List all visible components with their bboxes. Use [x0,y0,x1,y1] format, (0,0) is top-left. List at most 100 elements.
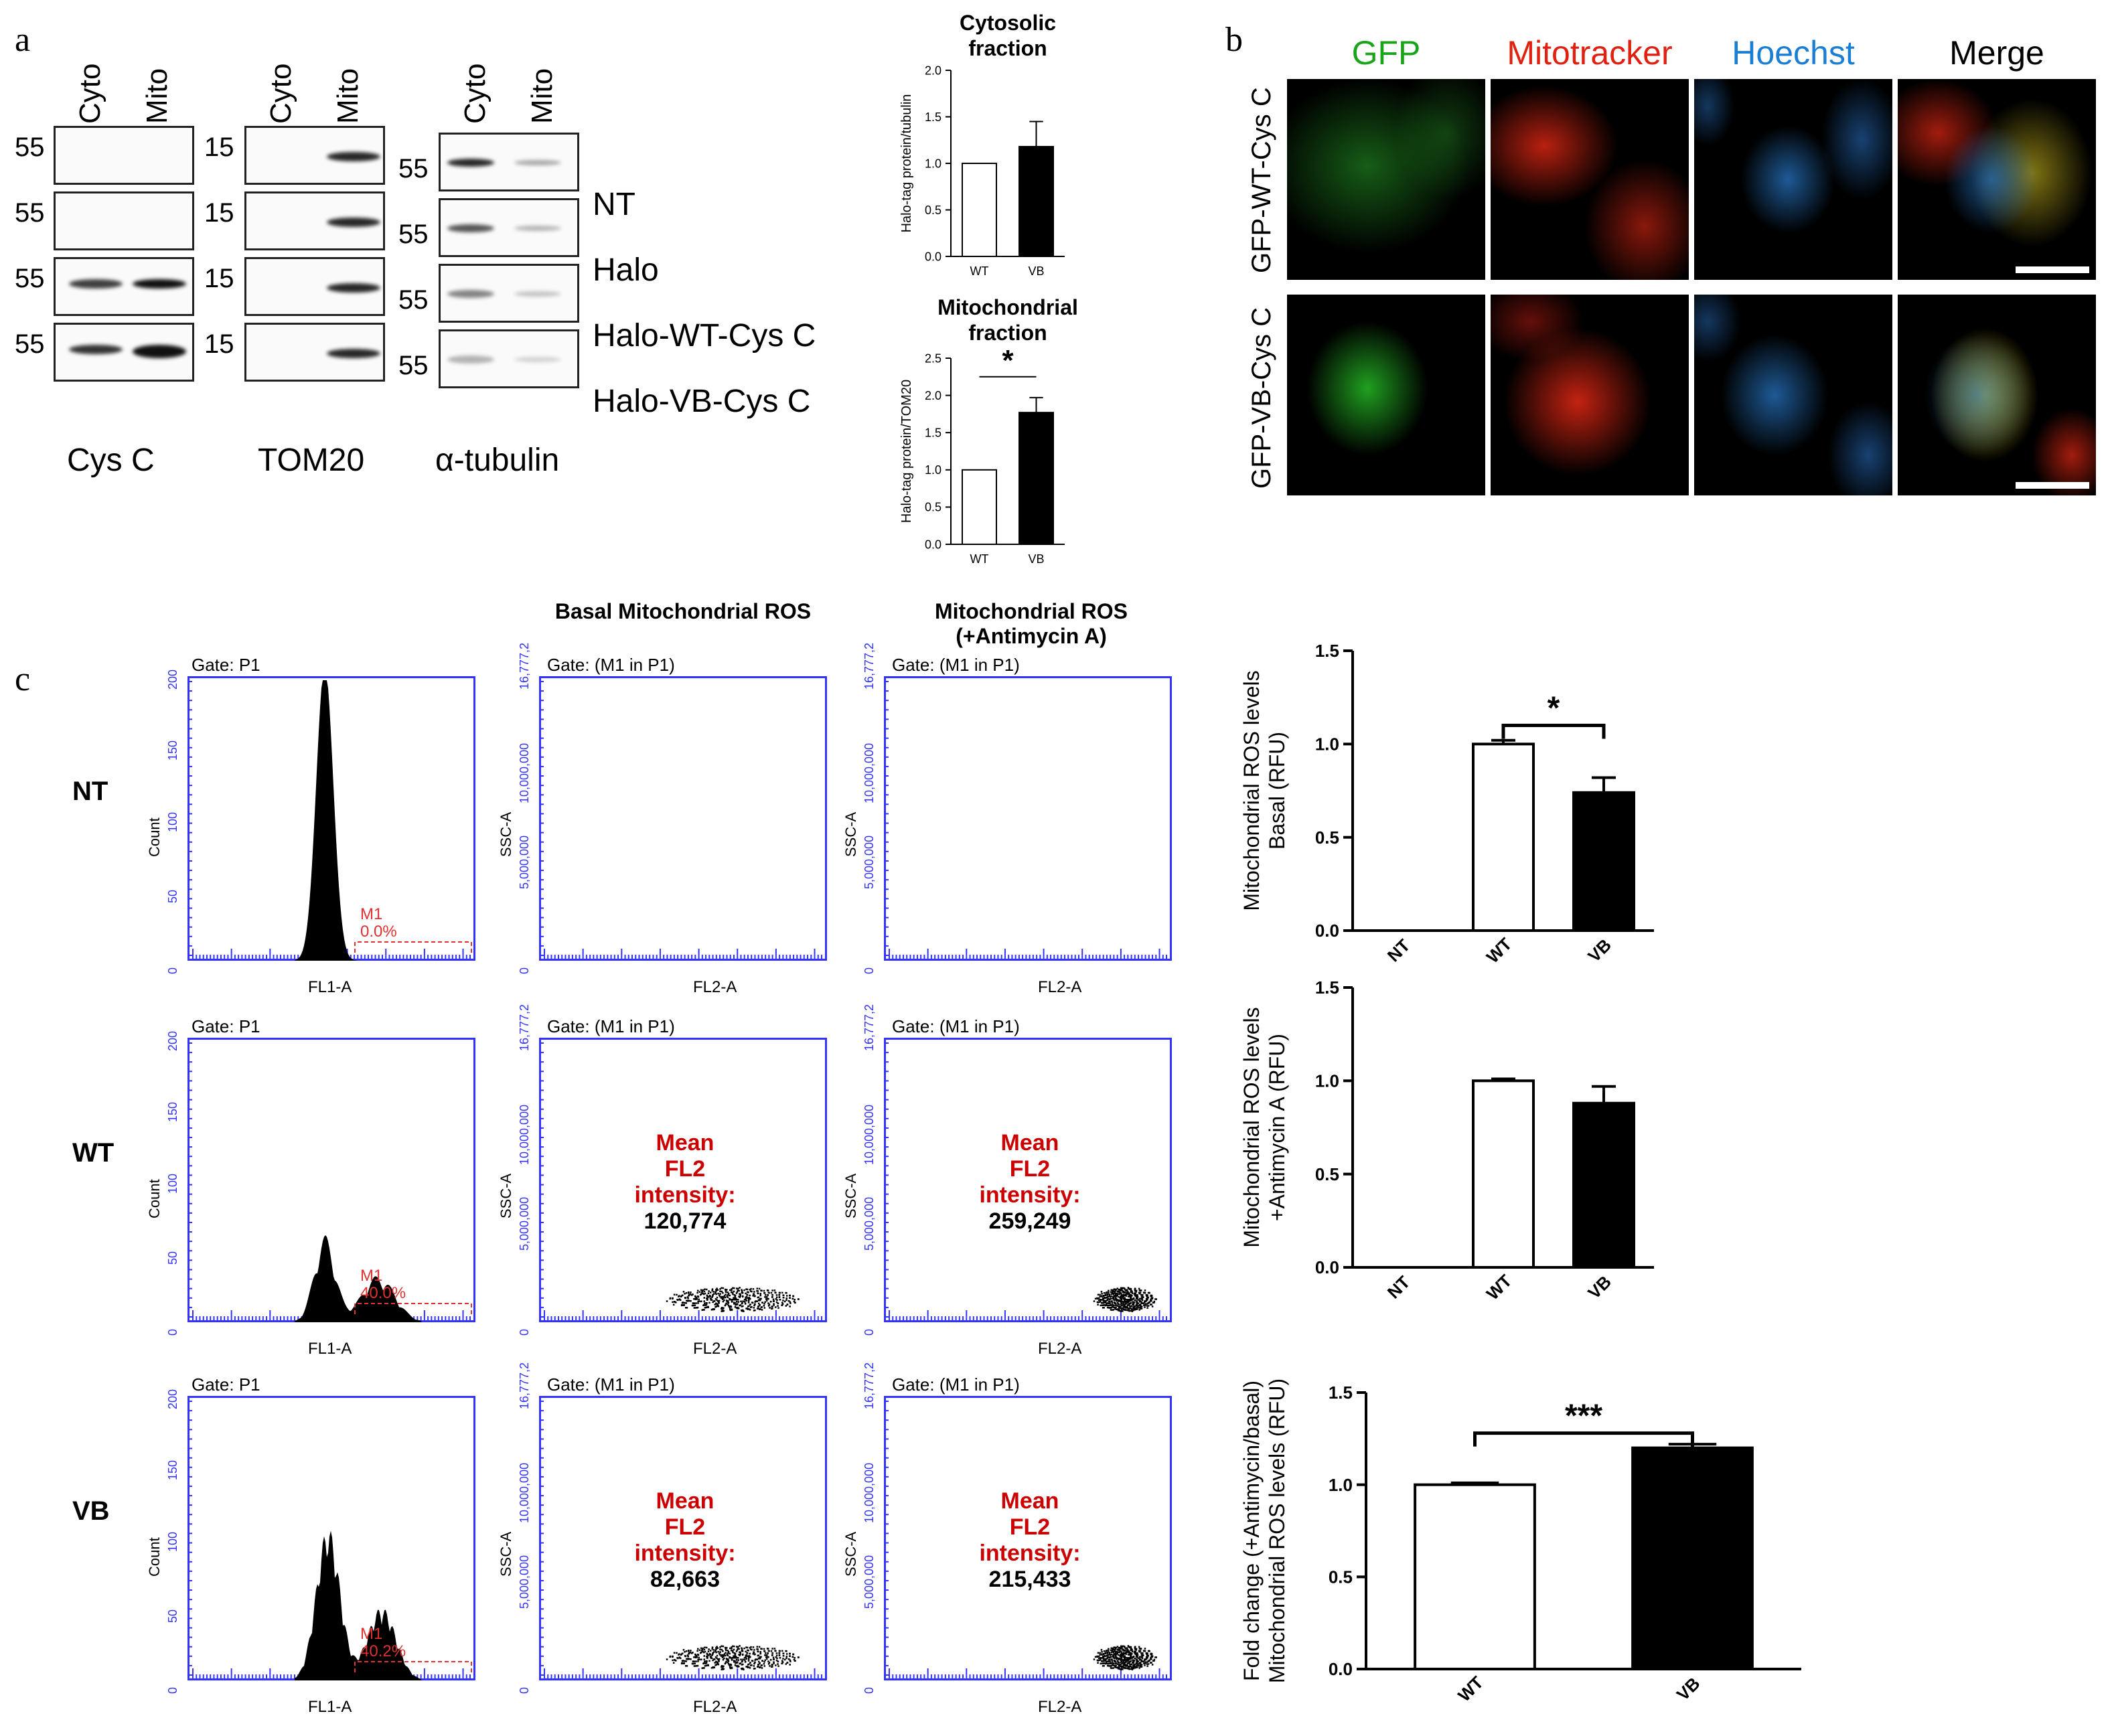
scatter-point [1152,1660,1154,1662]
scatter-point [741,1667,744,1670]
scatter-point [1149,1304,1152,1306]
scatter-point [696,1665,698,1667]
scatter-point [739,1654,741,1656]
scatter-point [1120,1292,1122,1295]
scatter-point [697,1300,699,1303]
scatter-point [767,1297,769,1300]
scatter-point [696,1307,698,1309]
scatter-point [1102,1660,1105,1662]
scatter-point [1121,1662,1123,1665]
scatter-point [1099,1295,1101,1297]
scatter-point [693,1298,695,1300]
scatter-point [1129,1293,1131,1295]
scatter-point [1124,1647,1127,1650]
scatter-point [698,1291,701,1293]
scatter-point [1125,1653,1128,1655]
scatter-point [745,1296,747,1298]
scatter-point [675,1301,677,1304]
scatter-point [726,1301,729,1303]
scatter-point [1113,1288,1116,1290]
scatter-point [734,1295,737,1297]
scatter-point [759,1651,762,1653]
scatter-point [1121,1288,1123,1290]
scatter-point [714,1649,716,1651]
scatter-point [1114,1299,1116,1301]
scatter-point [1136,1307,1138,1309]
scatter-point [1100,1649,1103,1651]
scatter-point [734,1654,737,1656]
scatter-point [782,1297,785,1299]
mean-label-line: FL2 [1009,1156,1051,1182]
scatter-point [1131,1310,1134,1312]
scatter-point [1142,1654,1144,1656]
scatter-point [1131,1290,1133,1293]
scatter-point [775,1306,777,1308]
scatter-point [1136,1296,1139,1298]
scatter-point [1113,1659,1116,1662]
scatter-point [721,1645,723,1648]
scatter-point [1128,1652,1130,1654]
scatter-point [726,1295,729,1297]
scatter-point [1126,1293,1128,1295]
scatter-point [758,1287,761,1290]
scatter-point [741,1654,744,1656]
y-axis-label: Fold change (+Antimycin/basal) [1239,1380,1264,1681]
y-tick-label: 150 [166,1102,179,1123]
scatter-point [729,1297,731,1300]
scatter-point [704,1665,706,1667]
scatter-point [681,1652,684,1655]
scatter-point [1134,1667,1136,1669]
scatter-point [1146,1663,1148,1665]
scatter-point [693,1307,696,1309]
scatter-point [1134,1648,1136,1650]
scatter-point [772,1298,775,1301]
scatter-point [731,1666,733,1668]
scatter-point [1102,1658,1104,1660]
scatter-point [1100,1304,1102,1307]
x-tick-label: VB [1028,552,1044,566]
scatter-point [693,1302,696,1304]
scatter-point [723,1657,725,1660]
scatter-point [666,1300,668,1302]
y-tick-label: 0 [166,967,179,974]
scatter-plot [884,676,1172,961]
scatter-point [1126,1650,1128,1652]
scatter-point [1127,1666,1129,1668]
scatter-point [1102,1300,1104,1302]
scatter-point [1150,1653,1153,1656]
scatter-point [685,1658,688,1660]
y-tick-label: 0.0 [925,250,941,263]
scatter-point [727,1294,729,1296]
scatter-point [704,1304,707,1306]
scatter-point [694,1307,696,1309]
scatter-point [789,1652,791,1655]
scatter-point [1113,1295,1116,1297]
y-tick-label: 16,777,2 [518,1362,531,1409]
scatter-point [792,1653,795,1656]
scatter-point [733,1652,736,1654]
scatter-point [1128,1304,1130,1306]
scatter-point [1128,1654,1130,1656]
scatter-point [1100,1301,1102,1303]
scatter-point [1109,1302,1112,1304]
blot-lane-box [54,323,194,382]
scatter-point [710,1657,713,1659]
scatter-point [719,1648,721,1651]
y-tick-label: 2.0 [925,64,941,77]
scatter-point [736,1646,738,1648]
scatter-point [735,1302,737,1304]
scatter-point [1131,1656,1134,1658]
scatter-point [1118,1300,1120,1302]
scatter-point [1120,1668,1122,1670]
scatter-point [1122,1301,1124,1304]
scatter-point [1155,1298,1158,1300]
scatter-point [714,1664,716,1666]
scatter-point [1118,1649,1120,1651]
scatter-point [1113,1664,1116,1667]
scatter-point [775,1291,777,1294]
scatter-point [746,1307,749,1310]
scatter-point [1121,1307,1123,1309]
scatter-point [1107,1654,1109,1656]
scatter-point [706,1297,708,1299]
